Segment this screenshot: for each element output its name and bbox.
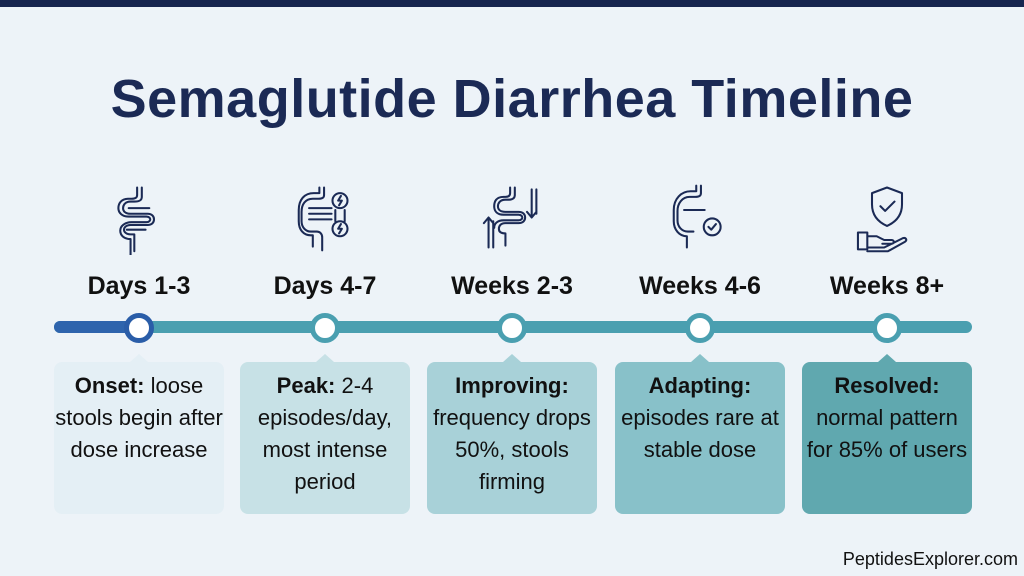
stage-label: Days 1-3 (87, 272, 191, 300)
intestine-check-icon (665, 180, 735, 255)
intestine-cramp-icon (290, 180, 360, 255)
page-title: Semaglutide Diarrhea Timeline (110, 69, 914, 129)
stage-description: frequency drops 50%, stools firming (433, 405, 591, 494)
stage-label: Weeks 8+ (829, 272, 945, 300)
timeline-node (310, 313, 340, 343)
stage-card: Peak: 2-4 episodes/day, most intense per… (240, 354, 410, 514)
timeline-track-start (54, 321, 144, 333)
timeline-node (124, 313, 154, 343)
stage-heading: Onset: (74, 373, 145, 398)
stage-label: Weeks 4-6 (639, 272, 761, 300)
stage-description: loose stools begin after dose increase (55, 373, 223, 462)
intestine-arrows-icon (477, 180, 547, 255)
top-bar (0, 0, 1024, 7)
stage-card: Resolved: normal pattern for 85% of user… (802, 354, 972, 514)
timeline-node (497, 313, 527, 343)
intestine-icon (104, 180, 174, 257)
footer-brand: PeptidesExplorer.com (842, 549, 1018, 569)
timeline-node (872, 313, 902, 343)
stage-card: Improving: frequency drops 50%, stools f… (427, 354, 597, 514)
stage-description: episodes rare at stable dose (621, 405, 779, 462)
stage-heading: Peak: (276, 373, 336, 398)
shield-hand-icon (852, 180, 922, 255)
timeline-node (685, 313, 715, 343)
stage-label: Days 4-7 (273, 272, 377, 300)
stage-description: 2-4 episodes/day, most intense period (257, 373, 393, 494)
stage-card: Adapting: episodes rare at stable dose (615, 354, 785, 514)
stage-heading: Resolved: (834, 373, 940, 398)
stage-heading: Adapting: (648, 373, 752, 398)
stage-description: normal pattern for 85% of users (806, 405, 968, 462)
stage-label: Weeks 2-3 (451, 272, 573, 300)
stage-heading: Improving: (455, 373, 569, 398)
stage-card: Onset: loose stools begin after dose inc… (54, 354, 224, 514)
